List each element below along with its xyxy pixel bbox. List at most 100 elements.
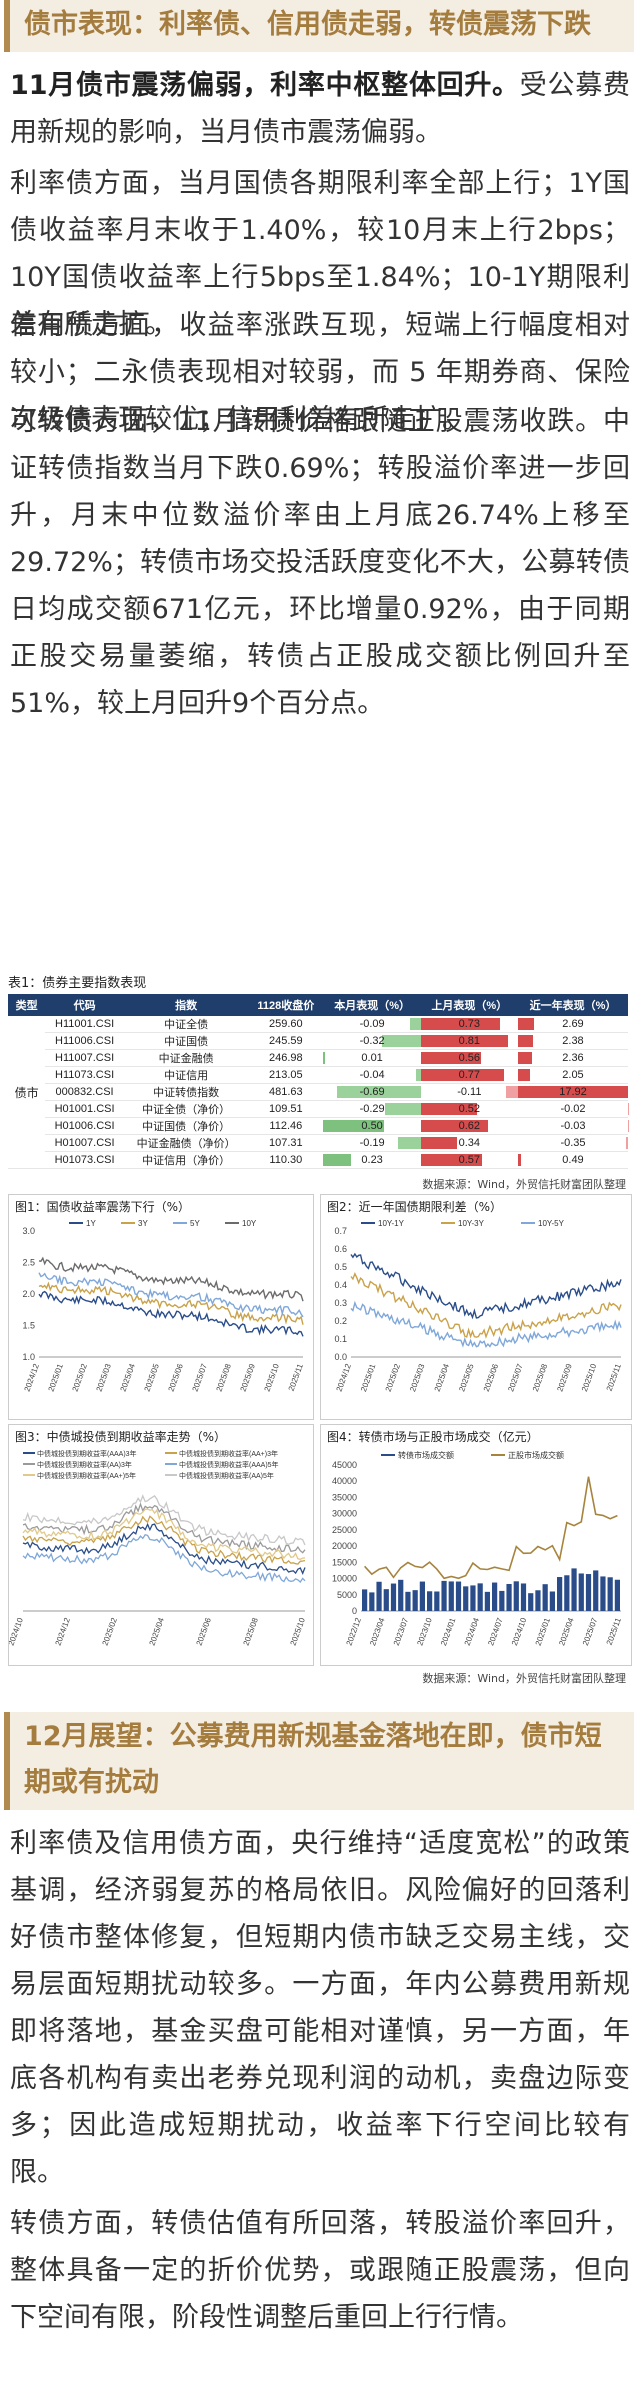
legend-label: 中债城投债到期收益率(AA+)3年 [179,1449,278,1458]
x-tick-label: 2025/08 [242,1616,261,1647]
table-cell-name: 中证国债 [124,1032,249,1050]
series-line [38,1290,304,1337]
x-tick-label: 2025/04 [148,1616,167,1647]
bar [427,1591,433,1611]
x-tick-label: 2023/04 [368,1616,387,1647]
bar [470,1585,476,1611]
x-tick-label: 2025/11 [605,1616,623,1646]
series-line [350,1272,622,1339]
paragraph-monthly-summary: 11月债市震荡偏弱，利率中枢整体回升。受公募费用新规的影响，当月债市震荡偏弱。 [10,62,630,156]
chart-title: 图1：国债收益率震荡下行（%） [15,1200,191,1214]
table-cell-month: 0.01 [323,1049,421,1067]
table-data-bar [517,1086,628,1098]
chart-treasury-yield: 图1：国债收益率震荡下行（%） 3.0 2.5 2.0 1.5 1.0 2024/12 20… [8,1194,314,1420]
y-tick-label: 0.1 [334,1334,347,1344]
table-cell-year: -0.35 [517,1134,628,1152]
table-cell-month: -0.19 [323,1134,421,1152]
x-tick-label: 2025/04 [119,1362,138,1393]
y-tick-label: 25000 [332,1525,357,1535]
bar [549,1591,555,1611]
table-data-bar [397,1137,421,1149]
table-cell-prev-month: -0.11 [420,1083,518,1101]
table-title: 表1：债券主要指数表现 [8,976,147,991]
legend-label: 中债城投债到期收益率(AA+)5年 [37,1471,136,1480]
table-data-bar [323,1052,325,1064]
table-cell-close: 259.60 [248,1016,324,1033]
bar [614,1579,620,1611]
table-cell-code: H11001.CSI [45,1016,124,1033]
y-tick-label: 10000 [332,1574,357,1584]
y-tick-label: 35000 [332,1492,357,1502]
chart-title: 图3：中债城投债到期收益率走势（%） [15,1430,227,1444]
table-cell-year: 2.69 [517,1016,628,1033]
legend-label: 1Y [86,1219,96,1228]
table-cell-name: 中证全债 [124,1016,249,1033]
bar [557,1577,563,1611]
table-data-bar [517,1035,533,1047]
x-tick-label: 2025/01 [47,1362,66,1393]
table-header-cell: 代码 [45,994,124,1016]
table-data-bar [420,1052,482,1064]
x-tick-label: 2025/01 [534,1616,553,1647]
x-tick-label: 2024/10 [510,1616,529,1647]
chart-source: 数据来源：Wind，外贸信托财富团队整理 [422,1672,626,1685]
chart-canvas: 2024/10 2024/12 2025/02 2025/04 2025/06 2025/… [7,1449,308,1647]
legend-label: 10Y-1Y [378,1219,405,1228]
x-tick-label: 2025/03 [95,1362,114,1393]
bar [520,1583,527,1611]
x-tick-label: 2023/07 [392,1616,411,1647]
x-tick-label: 2025/05 [143,1362,162,1393]
x-tick-label: 2025/04 [433,1362,452,1393]
x-tick-label: 2025/06 [195,1616,214,1647]
table-cell-year: 2.38 [517,1032,628,1050]
series-line [22,1502,306,1554]
table-cell-month: 0.23 [323,1151,421,1169]
table-row: H01073.CSI 中证信用（净价） 110.30 0.23 0.57 0.49 [8,1151,628,1169]
bond-index-table: 类型 代码 指数 1128收盘价 本月表现（%） 上月表现（%） 近一年表现（%） 债市 H1… [8,994,628,1169]
table-header-cell: 本月表现（%） [323,994,421,1016]
x-tick-label: 2025/02 [71,1362,90,1393]
x-tick-label: 2025/07 [581,1616,600,1647]
legend-label: 3Y [138,1219,148,1228]
table-cell-code: 000832.CSI [45,1083,124,1101]
table-data-bar [506,1086,518,1098]
legend-label: 10Y-3Y [458,1219,485,1228]
x-tick-label: 2025/01 [359,1362,378,1393]
table-cell-close: 245.59 [248,1032,324,1050]
table-data-bar [381,1035,421,1047]
x-tick-label: 2025/02 [101,1616,120,1647]
x-tick-label: 2022/12 [345,1616,364,1647]
table-cell-prev-month: 0.52 [420,1100,518,1118]
table-data-bar [420,1035,509,1047]
table-row: H01007.CSI 中证金融债（净价） 107.31 -0.19 0.34 -0.35 [8,1134,628,1152]
y-tick-label: 1.0 [22,1352,35,1362]
bar [369,1592,375,1611]
table-cell-close: 213.05 [248,1066,324,1084]
bar [362,1589,368,1611]
series-line [22,1522,306,1575]
table-data-bar [517,1018,535,1030]
y-tick-label: 45000 [332,1460,357,1470]
y-tick-label: 0.5 [334,1262,347,1272]
table-data-bar [420,1018,500,1030]
y-tick-label: 20000 [332,1541,357,1551]
table-header-cell: 1128收盘价 [248,994,324,1016]
series-line [22,1508,306,1560]
table-source: 数据来源：Wind，外贸信托财富团队整理 [422,1178,626,1191]
x-tick-label: 2025/10 [289,1616,308,1647]
table-data-bar [409,1018,421,1030]
legend-label: 中债城投债到期收益率(AA)3年 [37,1460,132,1469]
table-cell-month: -0.04 [323,1066,421,1084]
x-tick-label: 2025/08 [215,1362,234,1393]
paragraph-rate-bonds: 利率债方面，当月国债各期限利率全部上行；1Y国债收益率月末收于1.40%，较10… [10,168,630,340]
table-cell-prev-month: 0.62 [420,1117,518,1135]
bar [593,1570,599,1611]
x-tick-label: 2024/12 [335,1362,354,1393]
table-row: 000832.CSI 中证转债指数 481.63 -0.69 -0.11 17.92 [8,1083,628,1101]
table-cell-year: 2.05 [517,1066,628,1084]
table-data-bar [420,1120,488,1132]
section-heading-outlook: 12月展望：公募费用新规基金落地在即，债市短期或有扰动 [4,1712,634,1810]
x-tick-label: 2023/10 [415,1616,434,1647]
bar [571,1568,577,1611]
table-cell-name: 中证转债指数 [124,1083,249,1101]
